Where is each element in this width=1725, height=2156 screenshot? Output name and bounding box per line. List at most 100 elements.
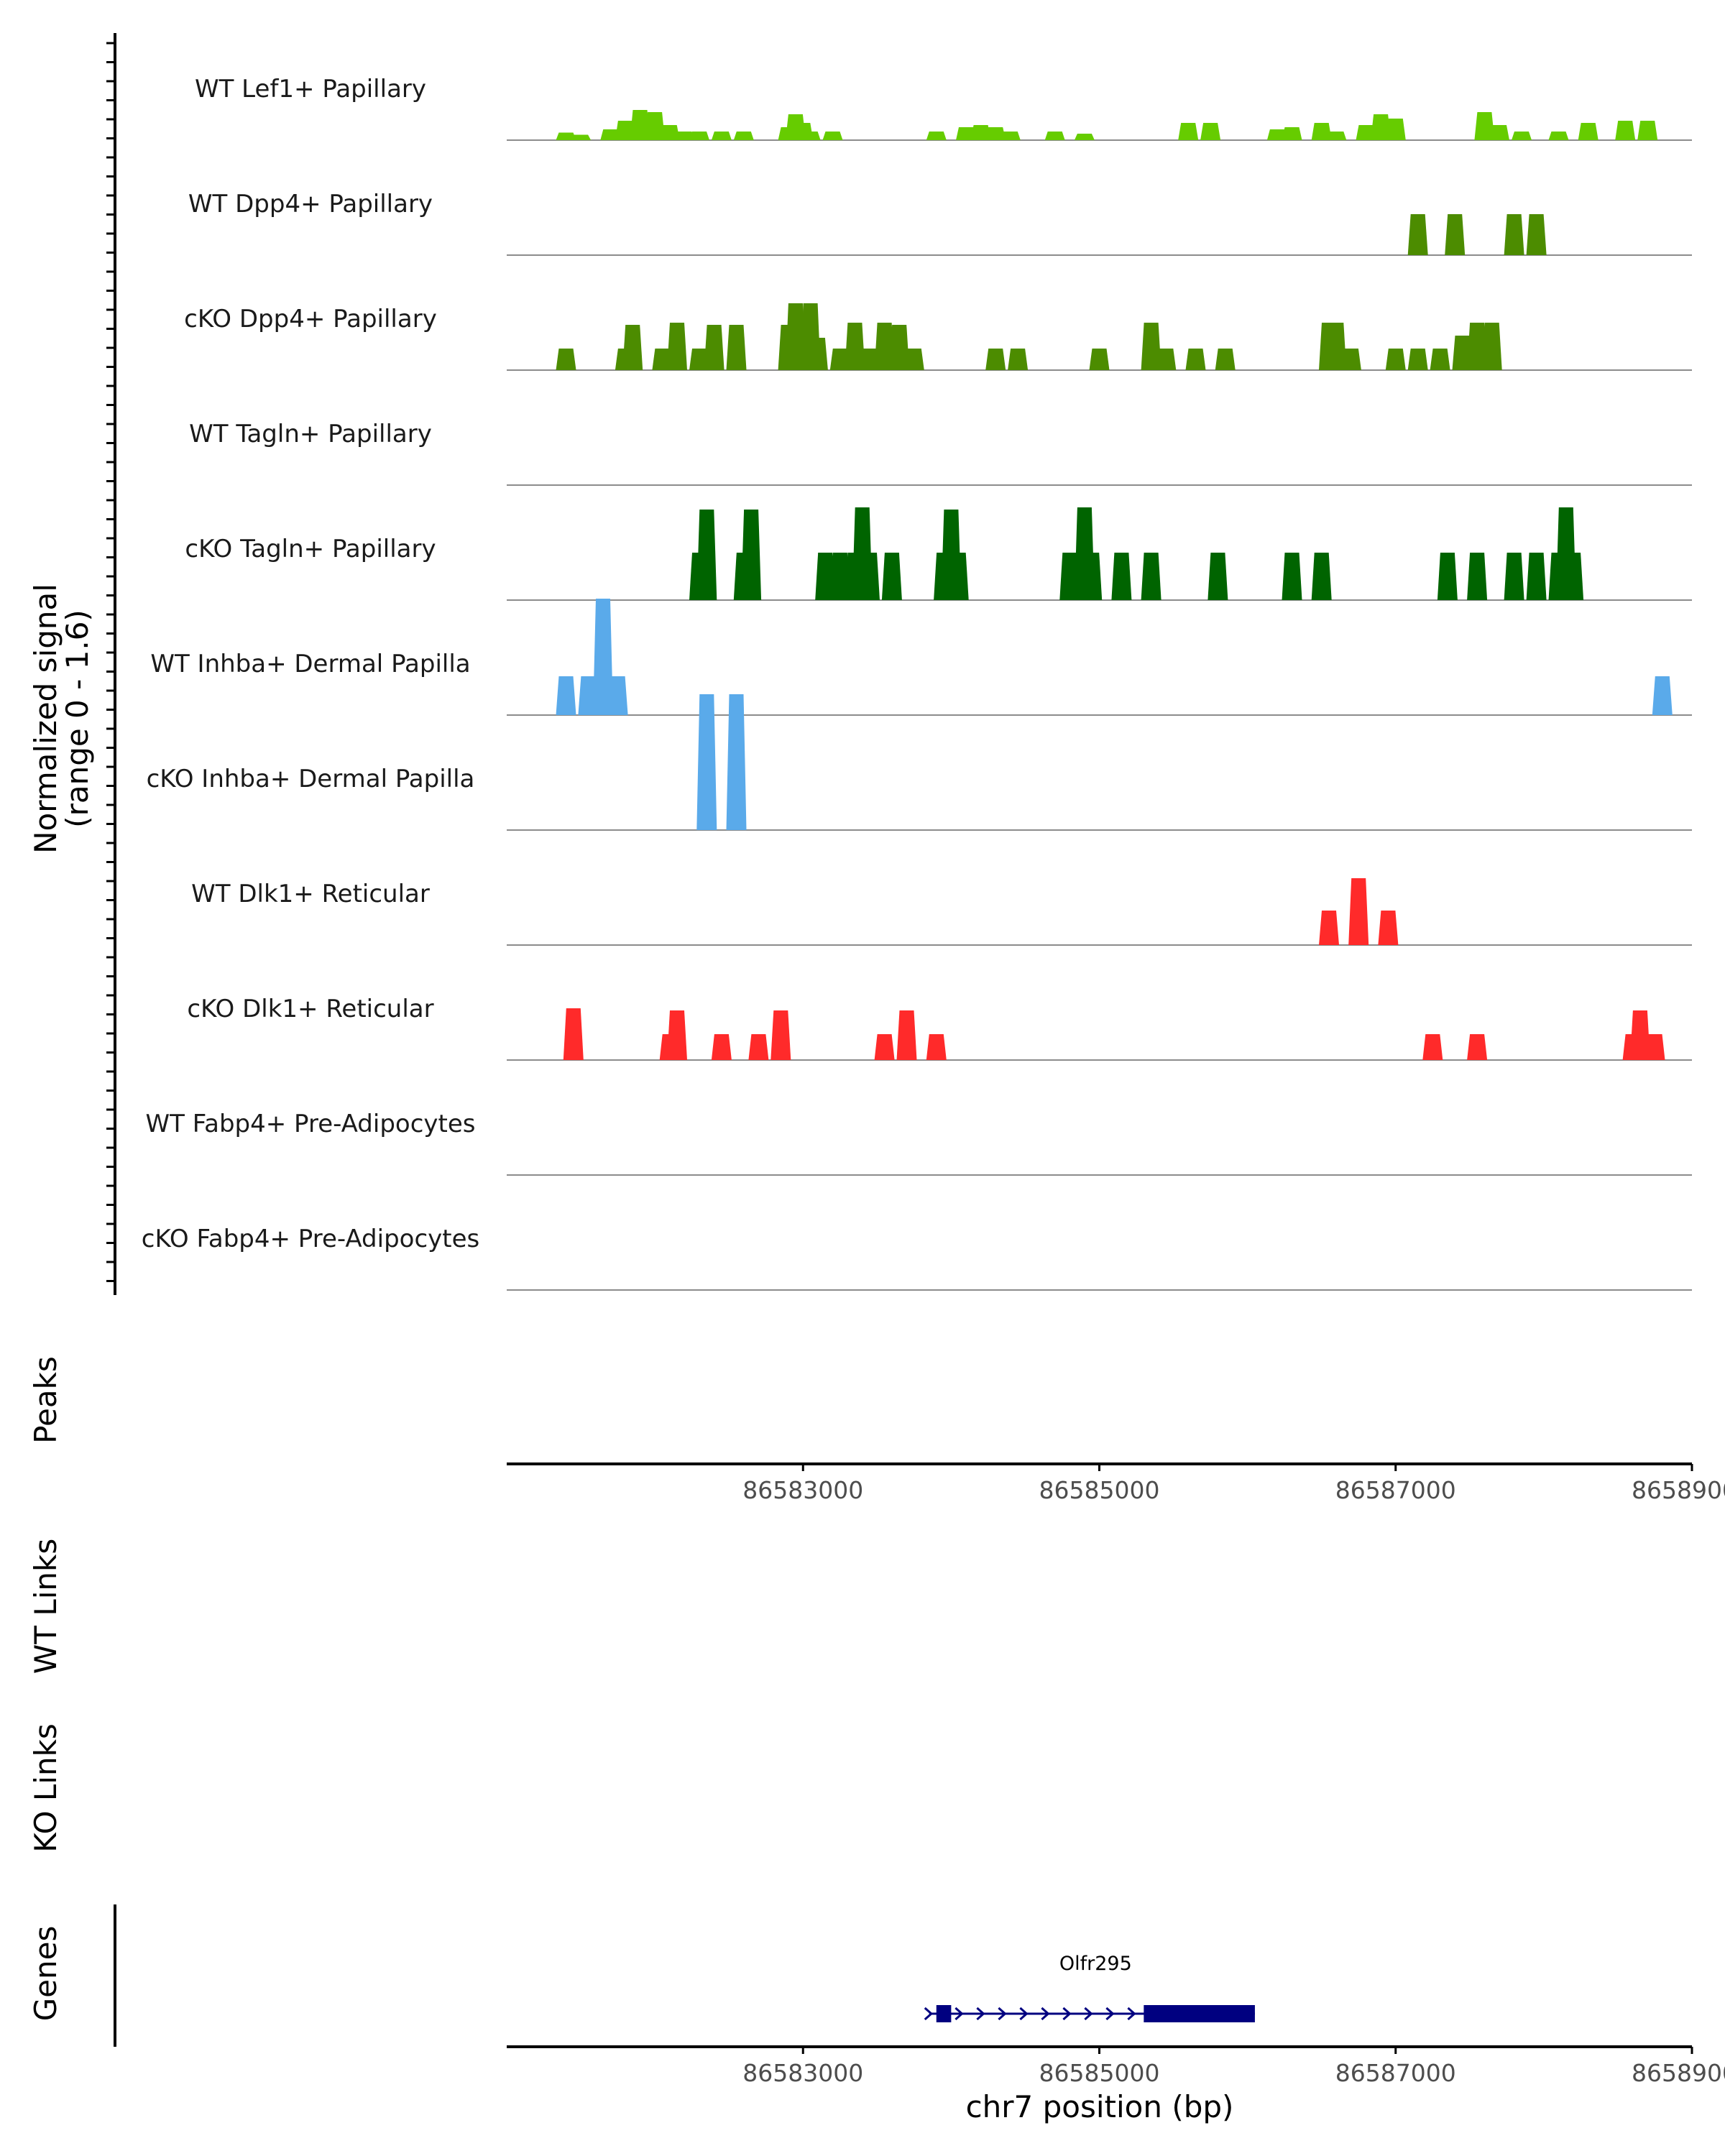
x-tick-label: 86583000	[742, 2059, 863, 2087]
signal-segment	[1156, 349, 1177, 370]
signal-segment	[926, 132, 947, 140]
signal-segment	[1467, 323, 1488, 370]
genes-x-axis: 86583000 86585000 86587000 86589000	[742, 2047, 1725, 2087]
strand-arrow	[954, 2007, 964, 2021]
track-label: WT Inhba+ Dermal Papilla	[150, 650, 470, 678]
signal-segment	[1008, 349, 1029, 370]
signal-segment	[948, 553, 969, 600]
signal-segment	[1200, 123, 1221, 140]
signal-segment	[571, 134, 592, 140]
signal-segment	[1082, 553, 1103, 600]
signal-y-axis-title: Normalized signal	[28, 584, 63, 854]
x-axis-title: chr7 position (bp)	[966, 2089, 1234, 2124]
signal-segment	[696, 510, 717, 600]
signal-y-axis-ticks	[106, 42, 115, 1282]
x-tick-label: 86589000	[1632, 2059, 1725, 2087]
signal-segment	[704, 325, 724, 370]
signal-segment	[689, 132, 709, 140]
x-tick-label: 86585000	[1039, 1476, 1160, 1504]
signal-segment	[807, 338, 828, 370]
signal-segment	[593, 599, 613, 715]
signal-segment	[1652, 676, 1673, 715]
signal-segment	[1319, 911, 1339, 945]
signal-segment	[652, 349, 673, 370]
signal-segment	[1385, 119, 1406, 140]
signal-segment	[829, 553, 850, 600]
signal-y-axis-label: Normalized signal	[28, 584, 63, 854]
signal-segment	[733, 132, 754, 140]
strand-arrow	[1105, 2007, 1115, 2021]
track-label: WT Dlk1+ Reticular	[191, 880, 430, 908]
track-label: WT Fabp4+ Pre-Adipocytes	[146, 1110, 476, 1138]
signal-segment	[845, 323, 865, 370]
signal-segment	[1266, 129, 1287, 140]
signal-segment	[815, 553, 836, 600]
signal-segment	[1208, 553, 1228, 600]
signal-segment	[1326, 132, 1347, 140]
ko-links-panel-label: KO Links	[28, 1723, 63, 1853]
signal-segment	[1578, 123, 1598, 140]
track-3: cKO Dpp4+ Papillary	[184, 303, 1692, 371]
signal-segment	[748, 1034, 769, 1060]
track-label: WT Tagln+ Papillary	[189, 420, 432, 448]
signal-segment	[667, 1010, 687, 1060]
signal-segment	[1141, 323, 1162, 370]
signal-segment	[630, 110, 650, 140]
signal-segment	[1467, 553, 1488, 600]
signal-segment	[1548, 132, 1569, 140]
strand-arrow	[1019, 2007, 1029, 2021]
track-label: cKO Fabp4+ Pre-Adipocytes	[142, 1225, 480, 1253]
signal-segment	[1504, 553, 1524, 600]
gene-label: Olfr295	[1059, 1953, 1132, 1975]
track-label: cKO Dpp4+ Papillary	[184, 305, 437, 333]
track-6: WT Inhba+ Dermal Papilla	[150, 599, 1692, 716]
signal-segment	[1637, 121, 1658, 140]
x-tick-label: 86589000	[1632, 1476, 1725, 1504]
signal-segment	[1489, 125, 1509, 140]
track-11: cKO Fabp4+ Pre-Adipocytes	[142, 1225, 1692, 1291]
signal-segment	[607, 676, 628, 715]
signal-segment	[985, 349, 1006, 370]
signal-segment	[1340, 349, 1361, 370]
signal-segment	[689, 349, 709, 370]
signal-segment	[985, 127, 1006, 140]
signal-y-axis-range: (range 0 - 1.6)	[60, 609, 95, 828]
signal-segment	[556, 132, 576, 140]
signal-segment	[1215, 349, 1236, 370]
signal-segment	[903, 349, 924, 370]
signal-segment	[1504, 214, 1524, 255]
signal-segment	[556, 349, 576, 370]
track-10: WT Fabp4+ Pre-Adipocytes	[146, 1110, 1692, 1176]
signal-segment	[1437, 553, 1458, 600]
strand-arrow	[1041, 2007, 1050, 2021]
track-label: WT Lef1+ Papillary	[195, 75, 426, 103]
strand-arrow	[1062, 2007, 1072, 2021]
wt-links-panel-label: WT Links	[28, 1539, 63, 1674]
signal-segment	[674, 132, 695, 140]
strand-arrow	[1127, 2007, 1136, 2021]
signal-segment	[822, 132, 843, 140]
signal-segment	[1526, 214, 1547, 255]
signal-segment	[896, 1010, 917, 1060]
x-tick-label: 86583000	[742, 1476, 863, 1504]
signal-segment	[956, 127, 976, 140]
strand-arrow	[976, 2007, 985, 2021]
signal-segment	[1385, 349, 1406, 370]
strand-arrow	[1084, 2007, 1093, 2021]
signal-segment	[1526, 553, 1547, 600]
gene-exon	[1144, 2005, 1255, 2022]
strand-arrow	[998, 2007, 1007, 2021]
signal-segment	[874, 1034, 895, 1060]
track-9: cKO Dlk1+ Reticular	[187, 995, 1692, 1061]
signal-segment	[926, 1034, 947, 1060]
signal-segment	[860, 553, 880, 600]
track-4: WT Tagln+ Papillary	[189, 420, 1692, 486]
x-tick-label: 86587000	[1335, 1476, 1456, 1504]
track-label: WT Dpp4+ Papillary	[188, 190, 433, 218]
strand-arrow	[924, 2007, 934, 2021]
track-2: WT Dpp4+ Papillary	[188, 190, 1692, 256]
signal-segment	[1615, 121, 1636, 140]
gene-annotations: Olfr295	[924, 1953, 1255, 2022]
signal-segment	[1000, 132, 1021, 140]
